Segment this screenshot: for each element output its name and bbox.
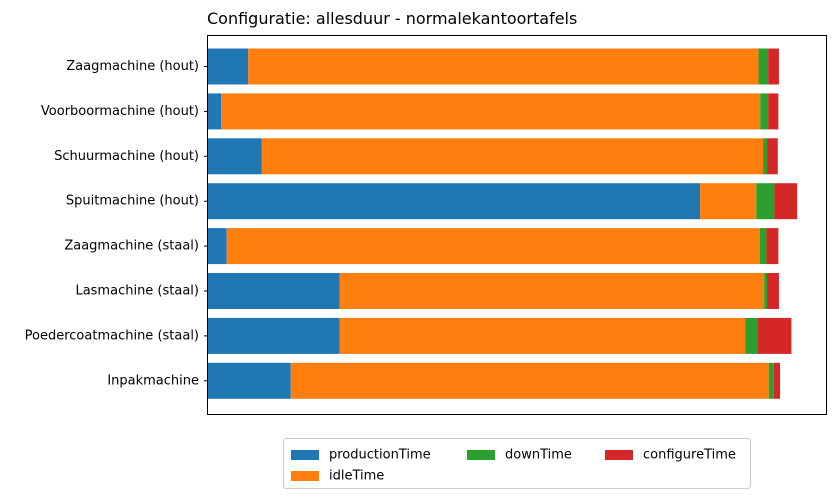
bar-configureTime-6 [757,317,792,354]
bar-idleTime-4 [226,228,760,265]
bar-productionTime-2 [208,138,262,175]
legend-label-configureTime: configureTime [643,448,736,463]
y-tick-label: Lasmachine (staal) [75,284,199,299]
legend-swatch-downTime [467,450,495,460]
bar-idleTime-5 [339,273,765,309]
bar-productionTime-4 [208,228,227,265]
bar-downTime-0 [758,48,769,85]
chart-title: Configuratie: allesduur - normalekantoor… [207,9,577,28]
y-tick-label: Zaagmachine (staal) [64,239,199,254]
bar-idleTime-2 [261,138,764,175]
legend-label-idleTime: idleTime [329,469,384,484]
bar-configureTime-4 [766,228,779,265]
legend-label-productionTime: productionTime [329,448,431,463]
bar-downTime-5 [764,273,768,309]
bar-idleTime-7 [290,362,769,399]
bars-layer [208,48,798,399]
bar-productionTime-7 [208,362,291,399]
bar-productionTime-5 [208,273,340,309]
bar-downTime-2 [763,138,768,175]
bar-productionTime-1 [208,93,222,130]
plot-frame [207,35,827,415]
bar-downTime-6 [745,317,758,354]
bar-configureTime-7 [773,362,781,399]
bar-idleTime-6 [339,317,746,354]
y-tick-label: Spuitmachine (hout) [66,194,199,209]
y-tick-label: Voorboormachine (hout) [41,104,199,119]
bar-idleTime-3 [700,183,757,220]
bar-configureTime-0 [768,48,779,85]
legend-swatch-idleTime [291,471,319,481]
legend-swatch-productionTime [291,450,319,460]
bar-productionTime-3 [208,183,701,220]
legend-label-downTime: downTime [505,448,572,463]
y-tick-label: Inpakmachine [107,373,199,388]
y-tick-label: Poedercoatmachine (staal) [25,328,199,343]
legend-swatch-configureTime [605,450,633,460]
bar-downTime-4 [759,228,767,265]
bar-downTime-1 [760,93,769,130]
bar-configureTime-5 [767,273,779,309]
bar-configureTime-1 [768,93,779,130]
legend: productionTime idleTime downTime configureT… [283,438,751,489]
bar-idleTime-1 [221,93,761,130]
bar-downTime-7 [768,362,774,399]
bar-productionTime-0 [208,48,249,85]
y-tick-labels: Zaagmachine (hout) Voorboormachine (hout)… [25,59,208,388]
bar-downTime-3 [756,183,775,220]
y-tick-label: Schuurmachine (hout) [54,149,199,164]
bar-productionTime-6 [208,317,340,354]
bar-idleTime-0 [248,48,759,85]
bar-configureTime-2 [767,138,778,175]
bar-configureTime-3 [774,183,798,220]
y-tick-label: Zaagmachine (hout) [66,59,199,74]
legend-frame [283,438,751,489]
